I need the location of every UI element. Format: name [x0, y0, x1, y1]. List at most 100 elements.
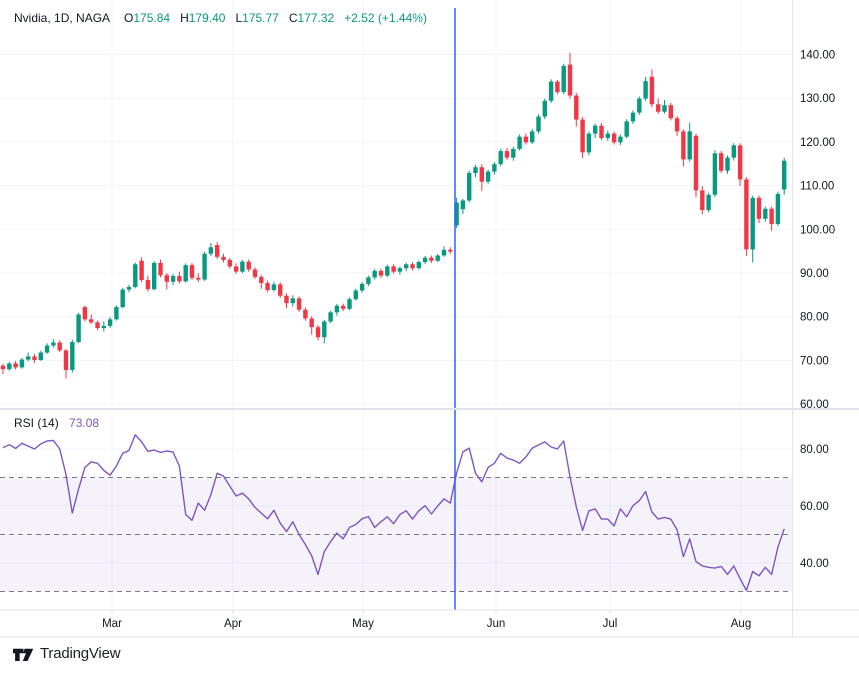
rsi-title[interactable]: RSI	[14, 416, 35, 430]
candle-up[interactable]	[712, 150, 718, 197]
candle-down[interactable]	[580, 116, 585, 159]
candle-down[interactable]	[246, 259, 251, 272]
candle-down[interactable]	[189, 262, 195, 280]
candle-down[interactable]	[215, 241, 220, 260]
candle-up[interactable]	[561, 63, 566, 95]
candle-down[interactable]	[719, 151, 724, 173]
candle-up[interactable]	[347, 297, 352, 311]
candle-down[interactable]	[278, 282, 283, 298]
candle-up[interactable]	[152, 261, 157, 291]
candle-up[interactable]	[422, 255, 428, 265]
candle-down[interactable]	[233, 263, 239, 274]
candle-up[interactable]	[536, 114, 541, 134]
candle-up[interactable]	[328, 310, 333, 324]
candle-up[interactable]	[404, 262, 409, 272]
candle-up[interactable]	[782, 157, 787, 195]
candle-up[interactable]	[435, 253, 440, 263]
candle-down[interactable]	[599, 123, 604, 141]
candle-up[interactable]	[530, 129, 535, 145]
candle-down[interactable]	[410, 262, 415, 271]
candle-down[interactable]	[479, 164, 484, 191]
candle-up[interactable]	[618, 134, 623, 145]
candle-down[interactable]	[63, 349, 69, 379]
candle-down[interactable]	[504, 148, 510, 160]
candle-up[interactable]	[126, 284, 132, 293]
candle-down[interactable]	[429, 255, 434, 263]
candle-up[interactable]	[19, 357, 25, 369]
candle-down[interactable]	[89, 314, 94, 325]
candle-up[interactable]	[133, 262, 138, 289]
candle-up[interactable]	[366, 275, 371, 287]
time-axis[interactable]: Mar Apr May Jun Jul Aug	[102, 618, 751, 630]
candle-up[interactable]	[7, 361, 12, 371]
candle-up[interactable]	[353, 288, 358, 301]
candle-up[interactable]	[454, 197, 459, 228]
candle-up[interactable]	[208, 242, 214, 256]
candle-up[interactable]	[44, 343, 50, 354]
candle-down[interactable]	[315, 325, 321, 341]
candle-up[interactable]	[271, 281, 277, 292]
candle-up[interactable]	[441, 246, 447, 257]
candle-up[interactable]	[643, 76, 648, 101]
candle-up[interactable]	[498, 148, 503, 167]
candle-up[interactable]	[467, 170, 472, 203]
candle-up[interactable]	[38, 350, 43, 361]
candle-down[interactable]	[252, 267, 258, 280]
candle-up[interactable]	[334, 304, 340, 316]
candle-down[interactable]	[296, 296, 302, 312]
candle-up[interactable]	[76, 312, 81, 344]
candle-down[interactable]	[523, 133, 529, 145]
candle-up[interactable]	[51, 338, 56, 348]
candle-down[interactable]	[681, 129, 686, 167]
candle-up[interactable]	[750, 195, 755, 263]
candle-down[interactable]	[164, 273, 169, 290]
candle-down[interactable]	[303, 307, 308, 321]
candle-down[interactable]	[32, 353, 37, 364]
candle-down[interactable]	[756, 195, 762, 224]
candle-down[interactable]	[737, 143, 743, 187]
candle-down[interactable]	[448, 247, 453, 254]
candle-up[interactable]	[359, 282, 365, 293]
candle-up[interactable]	[548, 79, 554, 104]
candle-down[interactable]	[378, 268, 384, 278]
candle-down[interactable]	[57, 340, 62, 353]
candle-down[interactable]	[284, 293, 289, 309]
tradingview-logo[interactable]: TradingView	[13, 645, 121, 662]
candle-up[interactable]	[473, 165, 478, 178]
candle-down[interactable]	[221, 253, 226, 263]
candle-down[interactable]	[574, 92, 579, 127]
candle-up[interactable]	[120, 287, 125, 309]
candle-up[interactable]	[101, 321, 106, 332]
symbol-title[interactable]: Nvidia, 1D, NAGA	[14, 11, 111, 25]
candle-up[interactable]	[372, 269, 377, 280]
candle-up[interactable]	[170, 273, 176, 286]
candle-up[interactable]	[202, 251, 207, 281]
candle-up[interactable]	[183, 263, 188, 283]
candle-down[interactable]	[391, 264, 396, 274]
candle-up[interactable]	[662, 99, 667, 114]
candle-down[interactable]	[693, 133, 699, 197]
price-axis[interactable]: 140.00 130.00 120.00 110.00 100.00 90.00 80.00…	[800, 50, 835, 571]
candle-down[interactable]	[668, 103, 673, 121]
candle-down[interactable]	[555, 79, 560, 95]
candle-down[interactable]	[95, 320, 100, 331]
candle-down[interactable]	[656, 98, 661, 114]
candle-up[interactable]	[775, 191, 781, 227]
candle-up[interactable]	[542, 98, 547, 120]
candle-down[interactable]	[700, 186, 705, 215]
candle-up[interactable]	[586, 131, 592, 156]
candle-down[interactable]	[145, 275, 151, 292]
candle-up[interactable]	[460, 198, 466, 215]
candle-down[interactable]	[0, 363, 6, 374]
candle-up[interactable]	[630, 110, 636, 124]
candle-down[interactable]	[674, 116, 680, 136]
candle-up[interactable]	[485, 169, 491, 184]
candle-down[interactable]	[177, 271, 182, 284]
candle-down[interactable]	[139, 257, 144, 283]
candle-up[interactable]	[637, 96, 642, 115]
candle-up[interactable]	[240, 259, 245, 273]
candle-up[interactable]	[687, 122, 692, 162]
candle-up[interactable]	[624, 119, 629, 139]
candle-down[interactable]	[82, 305, 88, 322]
candle-down[interactable]	[769, 206, 774, 231]
